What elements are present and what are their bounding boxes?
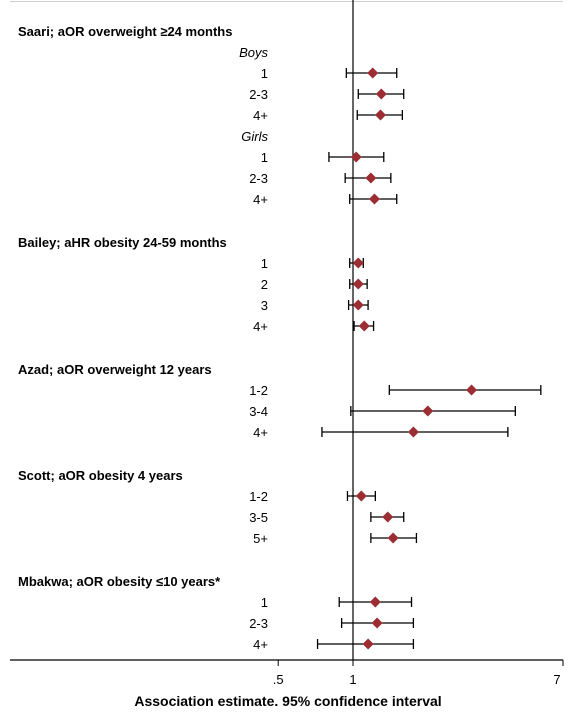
row-label: 4+ xyxy=(253,108,268,123)
estimate-marker xyxy=(365,172,377,184)
row-label: 3-5 xyxy=(249,510,268,525)
estimate-marker xyxy=(350,151,362,163)
estimate-marker xyxy=(368,193,380,205)
row-label: 4+ xyxy=(253,319,268,334)
row-label: 1 xyxy=(261,256,268,271)
estimate-marker xyxy=(371,617,383,629)
estimate-marker xyxy=(352,278,364,290)
row-label: 1 xyxy=(261,595,268,610)
estimate-marker xyxy=(382,511,394,523)
row-label: 4+ xyxy=(253,425,268,440)
row-label: 3-4 xyxy=(249,404,268,419)
row-label: 2-3 xyxy=(249,87,268,102)
x-tick-label: 1 xyxy=(349,672,356,687)
group-title: Bailey; aHR obesity 24-59 months xyxy=(18,235,227,250)
estimate-marker xyxy=(407,426,419,438)
x-axis-title: Association estimate. 95% confidence int… xyxy=(134,693,441,709)
row-label: 2-3 xyxy=(249,616,268,631)
row-label: 1-2 xyxy=(249,489,268,504)
estimate-marker xyxy=(375,88,387,100)
estimate-marker xyxy=(362,638,374,650)
group-title: Saari; aOR overweight ≥24 months xyxy=(18,24,232,39)
row-label: 2 xyxy=(261,277,268,292)
subgroup-title: Boys xyxy=(239,45,268,60)
estimate-marker xyxy=(466,384,478,396)
estimate-marker xyxy=(358,320,370,332)
row-label: 5+ xyxy=(253,531,268,546)
estimate-marker xyxy=(422,405,434,417)
x-tick-label: .5 xyxy=(273,672,284,687)
group-title: Scott; aOR obesity 4 years xyxy=(18,468,183,483)
x-tick-label: 7 xyxy=(553,672,560,687)
group-title: Mbakwa; aOR obesity ≤10 years* xyxy=(18,574,221,589)
estimate-marker xyxy=(352,257,364,269)
estimate-marker xyxy=(387,532,399,544)
row-label: 4+ xyxy=(253,192,268,207)
row-label: 4+ xyxy=(253,637,268,652)
estimate-marker xyxy=(374,109,386,121)
estimate-marker xyxy=(352,299,364,311)
subgroup-title: Girls xyxy=(241,129,268,144)
row-label: 1 xyxy=(261,66,268,81)
row-label: 1 xyxy=(261,150,268,165)
row-label: 3 xyxy=(261,298,268,313)
group-title: Azad; aOR overweight 12 years xyxy=(18,362,212,377)
row-label: 2-3 xyxy=(249,171,268,186)
row-label: 1-2 xyxy=(249,383,268,398)
estimate-marker xyxy=(369,596,381,608)
estimate-marker xyxy=(367,67,379,79)
estimate-marker xyxy=(355,490,367,502)
